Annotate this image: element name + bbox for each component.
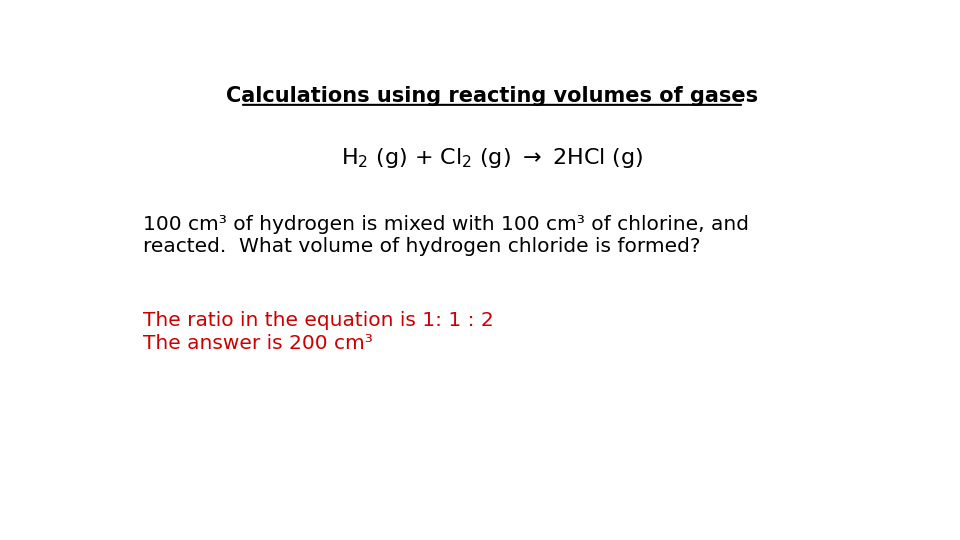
Text: H$_2$ (g) + Cl$_2$ (g) $\rightarrow$ 2HCl (g): H$_2$ (g) + Cl$_2$ (g) $\rightarrow$ 2HC…	[341, 146, 643, 170]
Text: The answer is 200 cm³: The answer is 200 cm³	[143, 334, 373, 353]
Text: reacted.  What volume of hydrogen chloride is formed?: reacted. What volume of hydrogen chlorid…	[143, 237, 701, 255]
Text: 100 cm³ of hydrogen is mixed with 100 cm³ of chlorine, and: 100 cm³ of hydrogen is mixed with 100 cm…	[143, 215, 749, 234]
Text: Calculations using reacting volumes of gases: Calculations using reacting volumes of g…	[226, 86, 758, 106]
Text: The ratio in the equation is 1: 1 : 2: The ratio in the equation is 1: 1 : 2	[143, 311, 494, 330]
